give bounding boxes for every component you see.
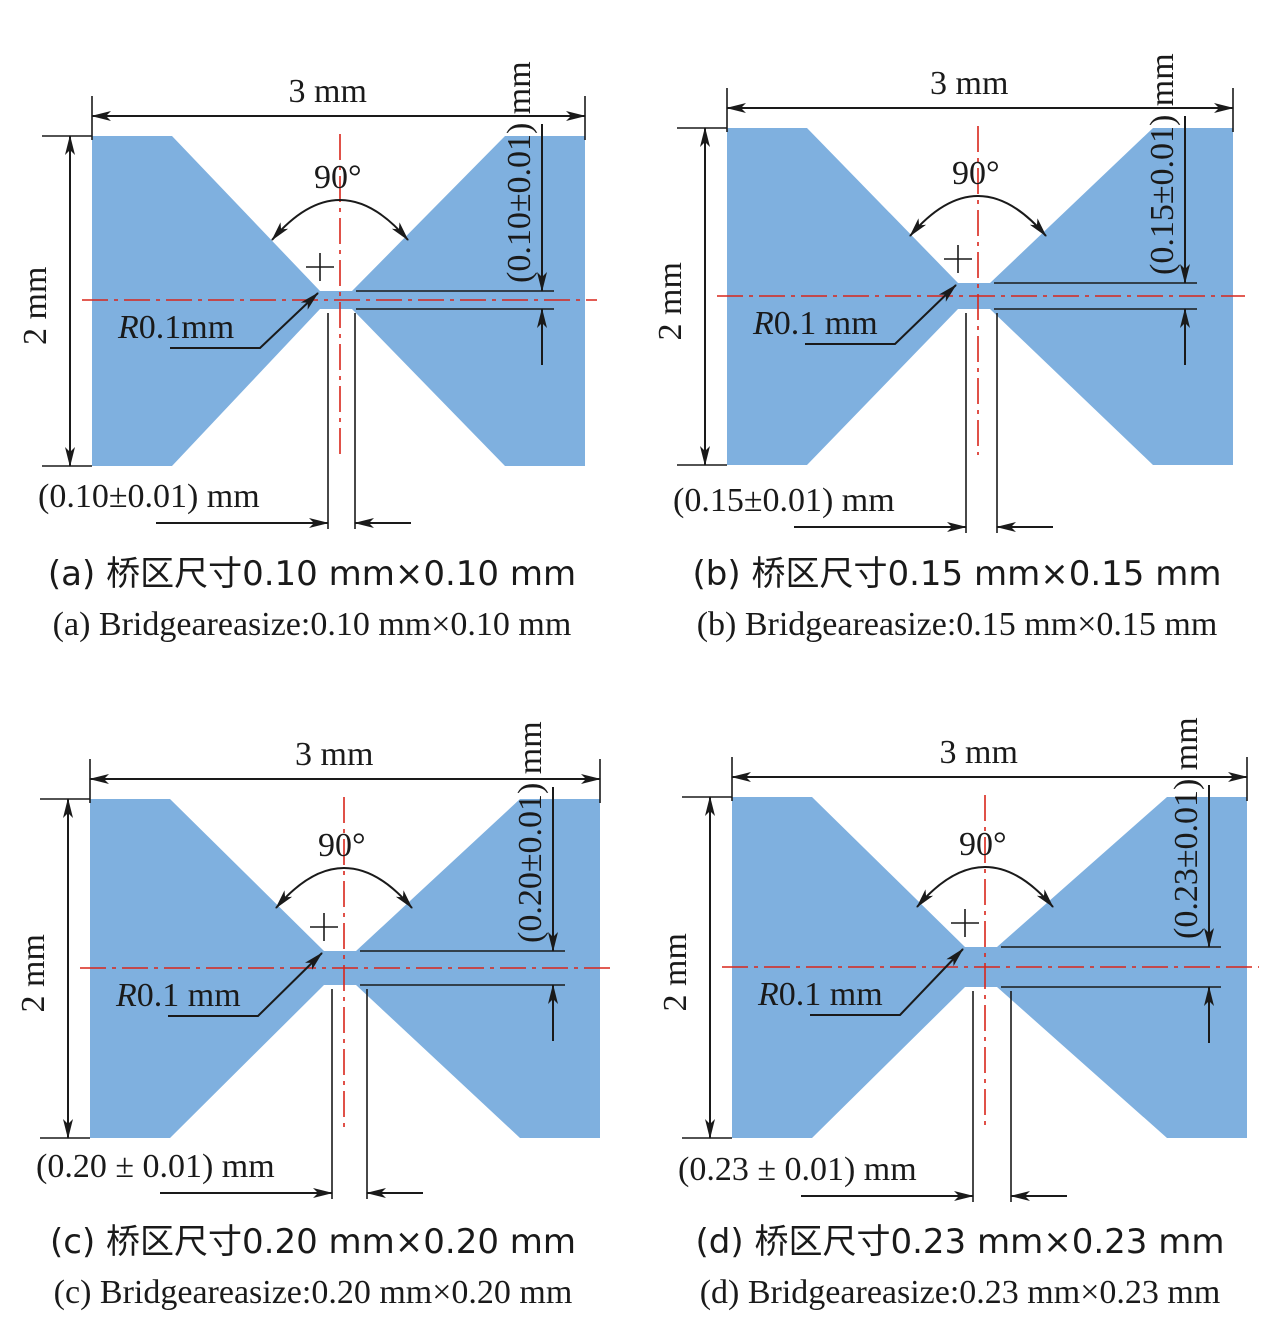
width-label: 3 mm bbox=[289, 73, 367, 110]
panel-c: 3 mm 2 mm 90° R0.1 mm (0.20±0.01) mm (0.20 ± … bbox=[15, 721, 612, 1311]
neck-height-label: (0.15±0.01) mm bbox=[1144, 53, 1181, 275]
caption-zh: (b) 桥区尺寸0.15 mm×0.15 mm bbox=[693, 554, 1222, 594]
panel-a: 3 mm 2 mm 90° R0.1mm (0.10±0.01) mm (0.10±0.0… bbox=[17, 61, 597, 643]
neck-height-label: (0.23±0.01) mm bbox=[1168, 717, 1205, 939]
neck-height-label: (0.10±0.01) mm bbox=[501, 61, 538, 283]
angle-arc bbox=[916, 866, 1054, 908]
caption-en: (b) Bridgeareasize:0.15 mm×0.15 mm bbox=[697, 606, 1218, 643]
panel-b: 3 mm 2 mm 90° R0.1 mm (0.15±0.01) mm (0.15±0.… bbox=[652, 53, 1245, 643]
neck-width-label: (0.20 ± 0.01) mm bbox=[36, 1148, 275, 1185]
caption-zh: (c) 桥区尺寸0.20 mm×0.20 mm bbox=[50, 1222, 576, 1262]
height-label: 2 mm bbox=[657, 933, 694, 1011]
caption-en: (d) Bridgeareasize:0.23 mm×0.23 mm bbox=[700, 1274, 1221, 1311]
radius-leader bbox=[170, 292, 319, 349]
radius-label-italic: R bbox=[117, 309, 139, 346]
neck-width-label: (0.10±0.01) mm bbox=[38, 478, 260, 515]
neck-width-label: (0.15±0.01) mm bbox=[673, 482, 895, 519]
angle-label: 90° bbox=[318, 827, 366, 864]
angle-label: 90° bbox=[952, 155, 1000, 192]
radius-label: R0.1mm bbox=[117, 309, 234, 346]
height-label: 2 mm bbox=[17, 267, 54, 345]
radius-leader bbox=[805, 284, 957, 345]
radius-label: R0.1 mm bbox=[115, 977, 241, 1014]
radius-label-italic: R bbox=[757, 976, 779, 1013]
width-label: 3 mm bbox=[940, 734, 1018, 771]
angle-arc bbox=[271, 199, 409, 241]
radius-label-italic: R bbox=[115, 977, 137, 1014]
panel-d: 3 mm 2 mm 90° R0.1 mm (0.23±0.01) mm (0.23 ± … bbox=[657, 717, 1259, 1311]
angle-arc bbox=[909, 195, 1047, 237]
radius-label-rest: 0.1 mm bbox=[137, 977, 241, 1014]
neck-height-label: (0.20±0.01) mm bbox=[512, 721, 549, 943]
angle-label: 90° bbox=[959, 826, 1007, 863]
radius-leader bbox=[810, 948, 964, 1016]
caption-zh: (d) 桥区尺寸0.23 mm×0.23 mm bbox=[696, 1222, 1225, 1262]
radius-label: R0.1 mm bbox=[752, 305, 878, 342]
caption-en: (a) Bridgeareasize:0.10 mm×0.10 mm bbox=[53, 606, 572, 643]
radius-label: R0.1 mm bbox=[757, 976, 883, 1013]
caption-zh: (a) 桥区尺寸0.10 mm×0.10 mm bbox=[48, 554, 576, 594]
angle-label: 90° bbox=[314, 159, 362, 196]
caption-en: (c) Bridgeareasize:0.20 mm×0.20 mm bbox=[54, 1274, 573, 1311]
radius-leader bbox=[168, 952, 323, 1017]
neck-width-label: (0.23 ± 0.01) mm bbox=[678, 1151, 917, 1188]
height-label: 2 mm bbox=[652, 262, 689, 340]
bridge-body bbox=[92, 136, 585, 466]
radius-label-rest: 0.1 mm bbox=[774, 305, 878, 342]
width-label: 3 mm bbox=[295, 736, 373, 773]
radius-label-italic: R bbox=[752, 305, 774, 342]
height-label: 2 mm bbox=[15, 934, 52, 1012]
radius-label-rest: 0.1 mm bbox=[779, 976, 883, 1013]
width-label: 3 mm bbox=[930, 65, 1008, 102]
angle-arc bbox=[275, 867, 413, 909]
radius-label-rest: 0.1mm bbox=[139, 309, 234, 346]
